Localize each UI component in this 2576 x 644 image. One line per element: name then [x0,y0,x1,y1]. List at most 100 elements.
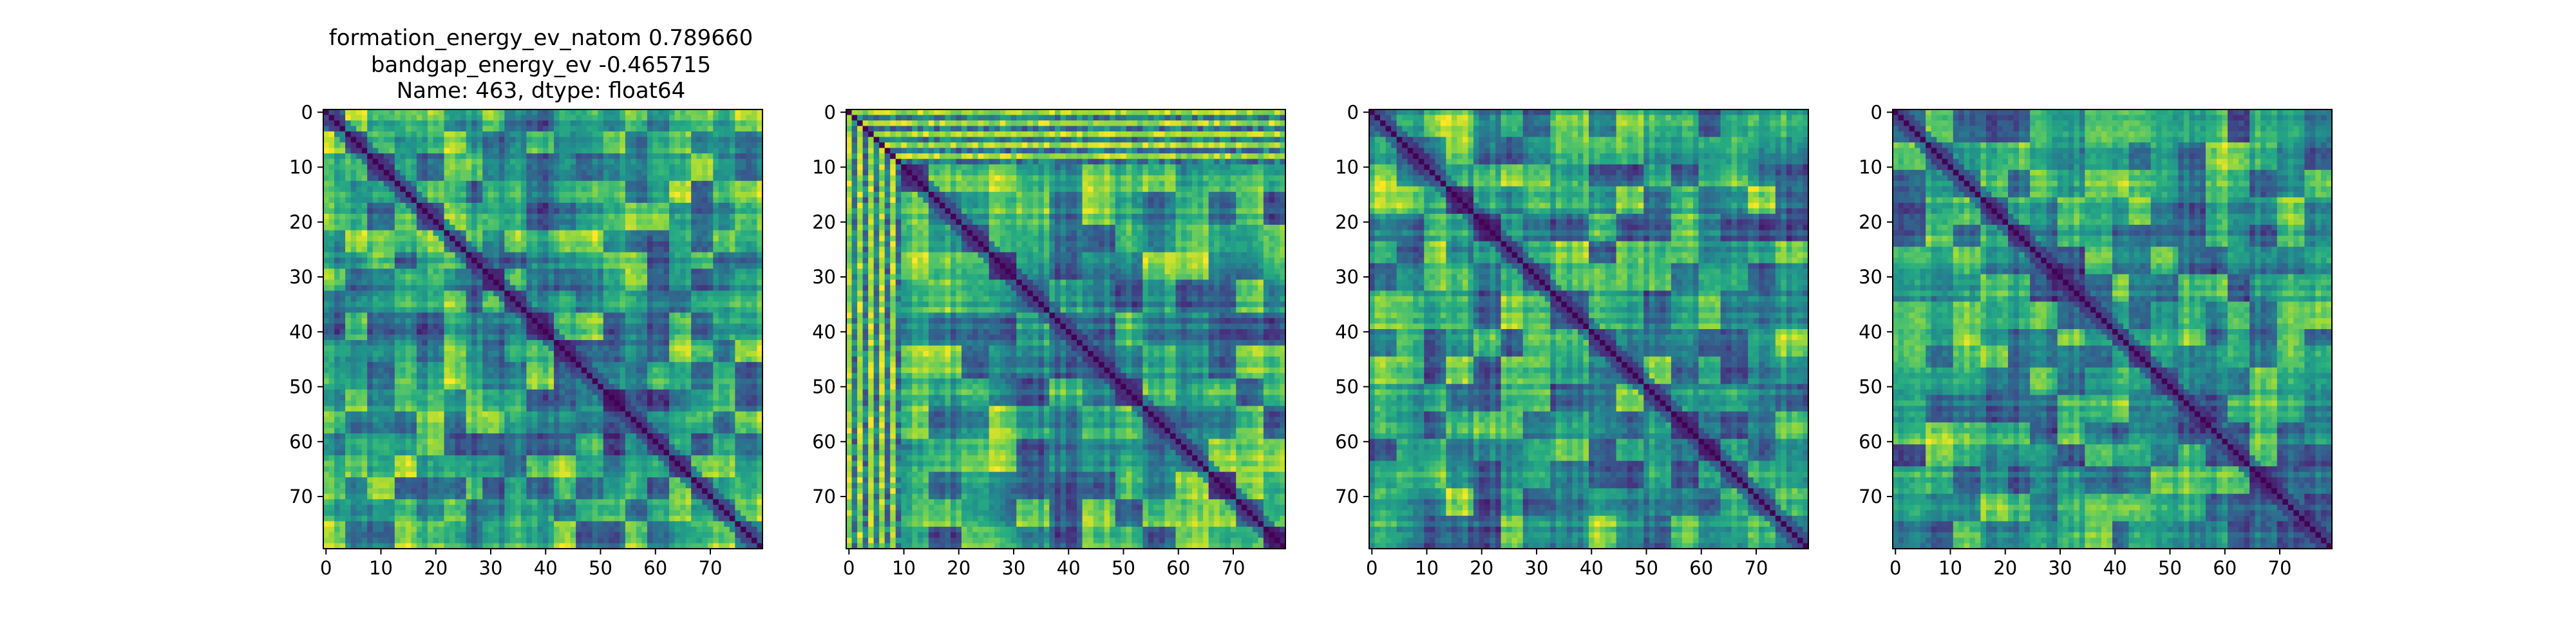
heatmap-cell [521,296,527,302]
heatmap-cell [554,231,560,236]
heatmap-cell [444,258,450,263]
heatmap-cell [389,307,395,313]
heatmap-cell [554,329,560,335]
heatmap-cell [691,208,697,214]
heatmap-cell [395,323,401,329]
heatmap-cell [614,357,620,363]
heatmap-cell [691,329,697,335]
heatmap-cell [741,220,746,225]
heatmap-cell [450,395,455,401]
heatmap-cell [609,384,614,390]
heatmap-cell [702,384,708,390]
heatmap-cell [752,258,757,263]
heatmap-cell [592,197,598,203]
heatmap-cell [746,290,752,296]
heatmap-cell [471,368,477,374]
heatmap-cell [362,192,368,198]
heatmap-cell [691,203,697,209]
heatmap-cell [549,346,554,352]
heatmap-cell [406,236,412,242]
heatmap-cell [680,323,686,329]
heatmap-cell [433,285,439,291]
heatmap-cell [406,186,412,192]
heatmap-cell [422,433,428,439]
heatmap-cell [450,417,455,422]
heatmap-cell [395,170,401,176]
heatmap-cell [598,225,603,231]
heatmap-cell [560,296,565,302]
heatmap-cell [406,351,412,357]
heatmap-cell [334,290,340,296]
heatmap-cell [395,412,401,417]
heatmap-cell [439,401,444,406]
heatmap-cell [565,186,571,192]
heatmap-cell [691,351,697,357]
heatmap-cell [367,186,373,192]
heatmap-cell [641,433,647,439]
heatmap-cell [532,192,538,198]
heatmap-cell [560,279,565,285]
heatmap-cell [515,335,521,341]
heatmap-cell [493,220,499,225]
heatmap-cell [340,164,346,170]
heatmap-cell [417,197,422,203]
heatmap-cell [587,220,592,225]
heatmap-cell [702,444,708,450]
heatmap-cell [664,148,670,154]
heatmap-cell [735,137,741,143]
heatmap-cell [340,433,346,439]
heatmap-cell [697,417,703,422]
heatmap-cell [400,439,406,445]
heatmap-cell [417,428,422,433]
heatmap-cell [515,120,521,126]
heatmap-cell [571,379,576,384]
heatmap-cell [526,301,532,307]
heatmap-cell [351,192,357,198]
heatmap-cell [669,115,675,121]
heatmap-cell [532,444,538,450]
heatmap-cell [641,340,647,346]
heatmap-cell [444,126,450,132]
heatmap-cell [741,175,746,181]
heatmap-cell [395,142,401,148]
heatmap-cell [417,148,422,154]
heatmap-cell [373,142,379,148]
heatmap-cell [641,373,647,379]
heatmap-cell [417,285,422,291]
heatmap-cell [537,329,543,335]
heatmap-cell [680,203,686,209]
heatmap-cell [598,401,603,406]
heatmap-cell [362,220,368,225]
heatmap-cell [571,422,576,428]
heatmap-cell [560,109,565,115]
heatmap-cell [560,351,565,357]
heatmap-cell [680,186,686,192]
heatmap-cell [620,422,625,428]
heatmap-cell [460,142,466,148]
heatmap-cell [515,247,521,252]
heatmap-cell [395,340,401,346]
heatmap-cell [543,263,549,269]
heatmap-cell [510,120,516,126]
heatmap-cell [334,401,340,406]
heatmap-cell [691,153,697,159]
heatmap-cell [477,312,483,318]
heatmap-cell [730,373,735,379]
heatmap-cell [669,318,675,324]
heatmap-cell [565,357,571,363]
heatmap-cell [367,323,373,329]
heatmap-cell [482,109,488,115]
heatmap-cell [411,390,417,395]
heatmap-cell [741,109,746,115]
heatmap-cell [450,285,455,291]
heatmap-cell [460,242,466,247]
heatmap-cell [384,351,390,357]
heatmap-cell [488,164,494,170]
heatmap-cell [477,373,483,379]
heatmap-cell [389,252,395,258]
heatmap-cell [389,379,395,384]
heatmap-cell [323,290,329,296]
heatmap-cell [504,368,510,374]
heatmap-cell [521,197,527,203]
heatmap-cell [400,181,406,187]
